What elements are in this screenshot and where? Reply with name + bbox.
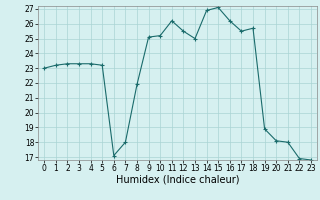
X-axis label: Humidex (Indice chaleur): Humidex (Indice chaleur)	[116, 175, 239, 185]
